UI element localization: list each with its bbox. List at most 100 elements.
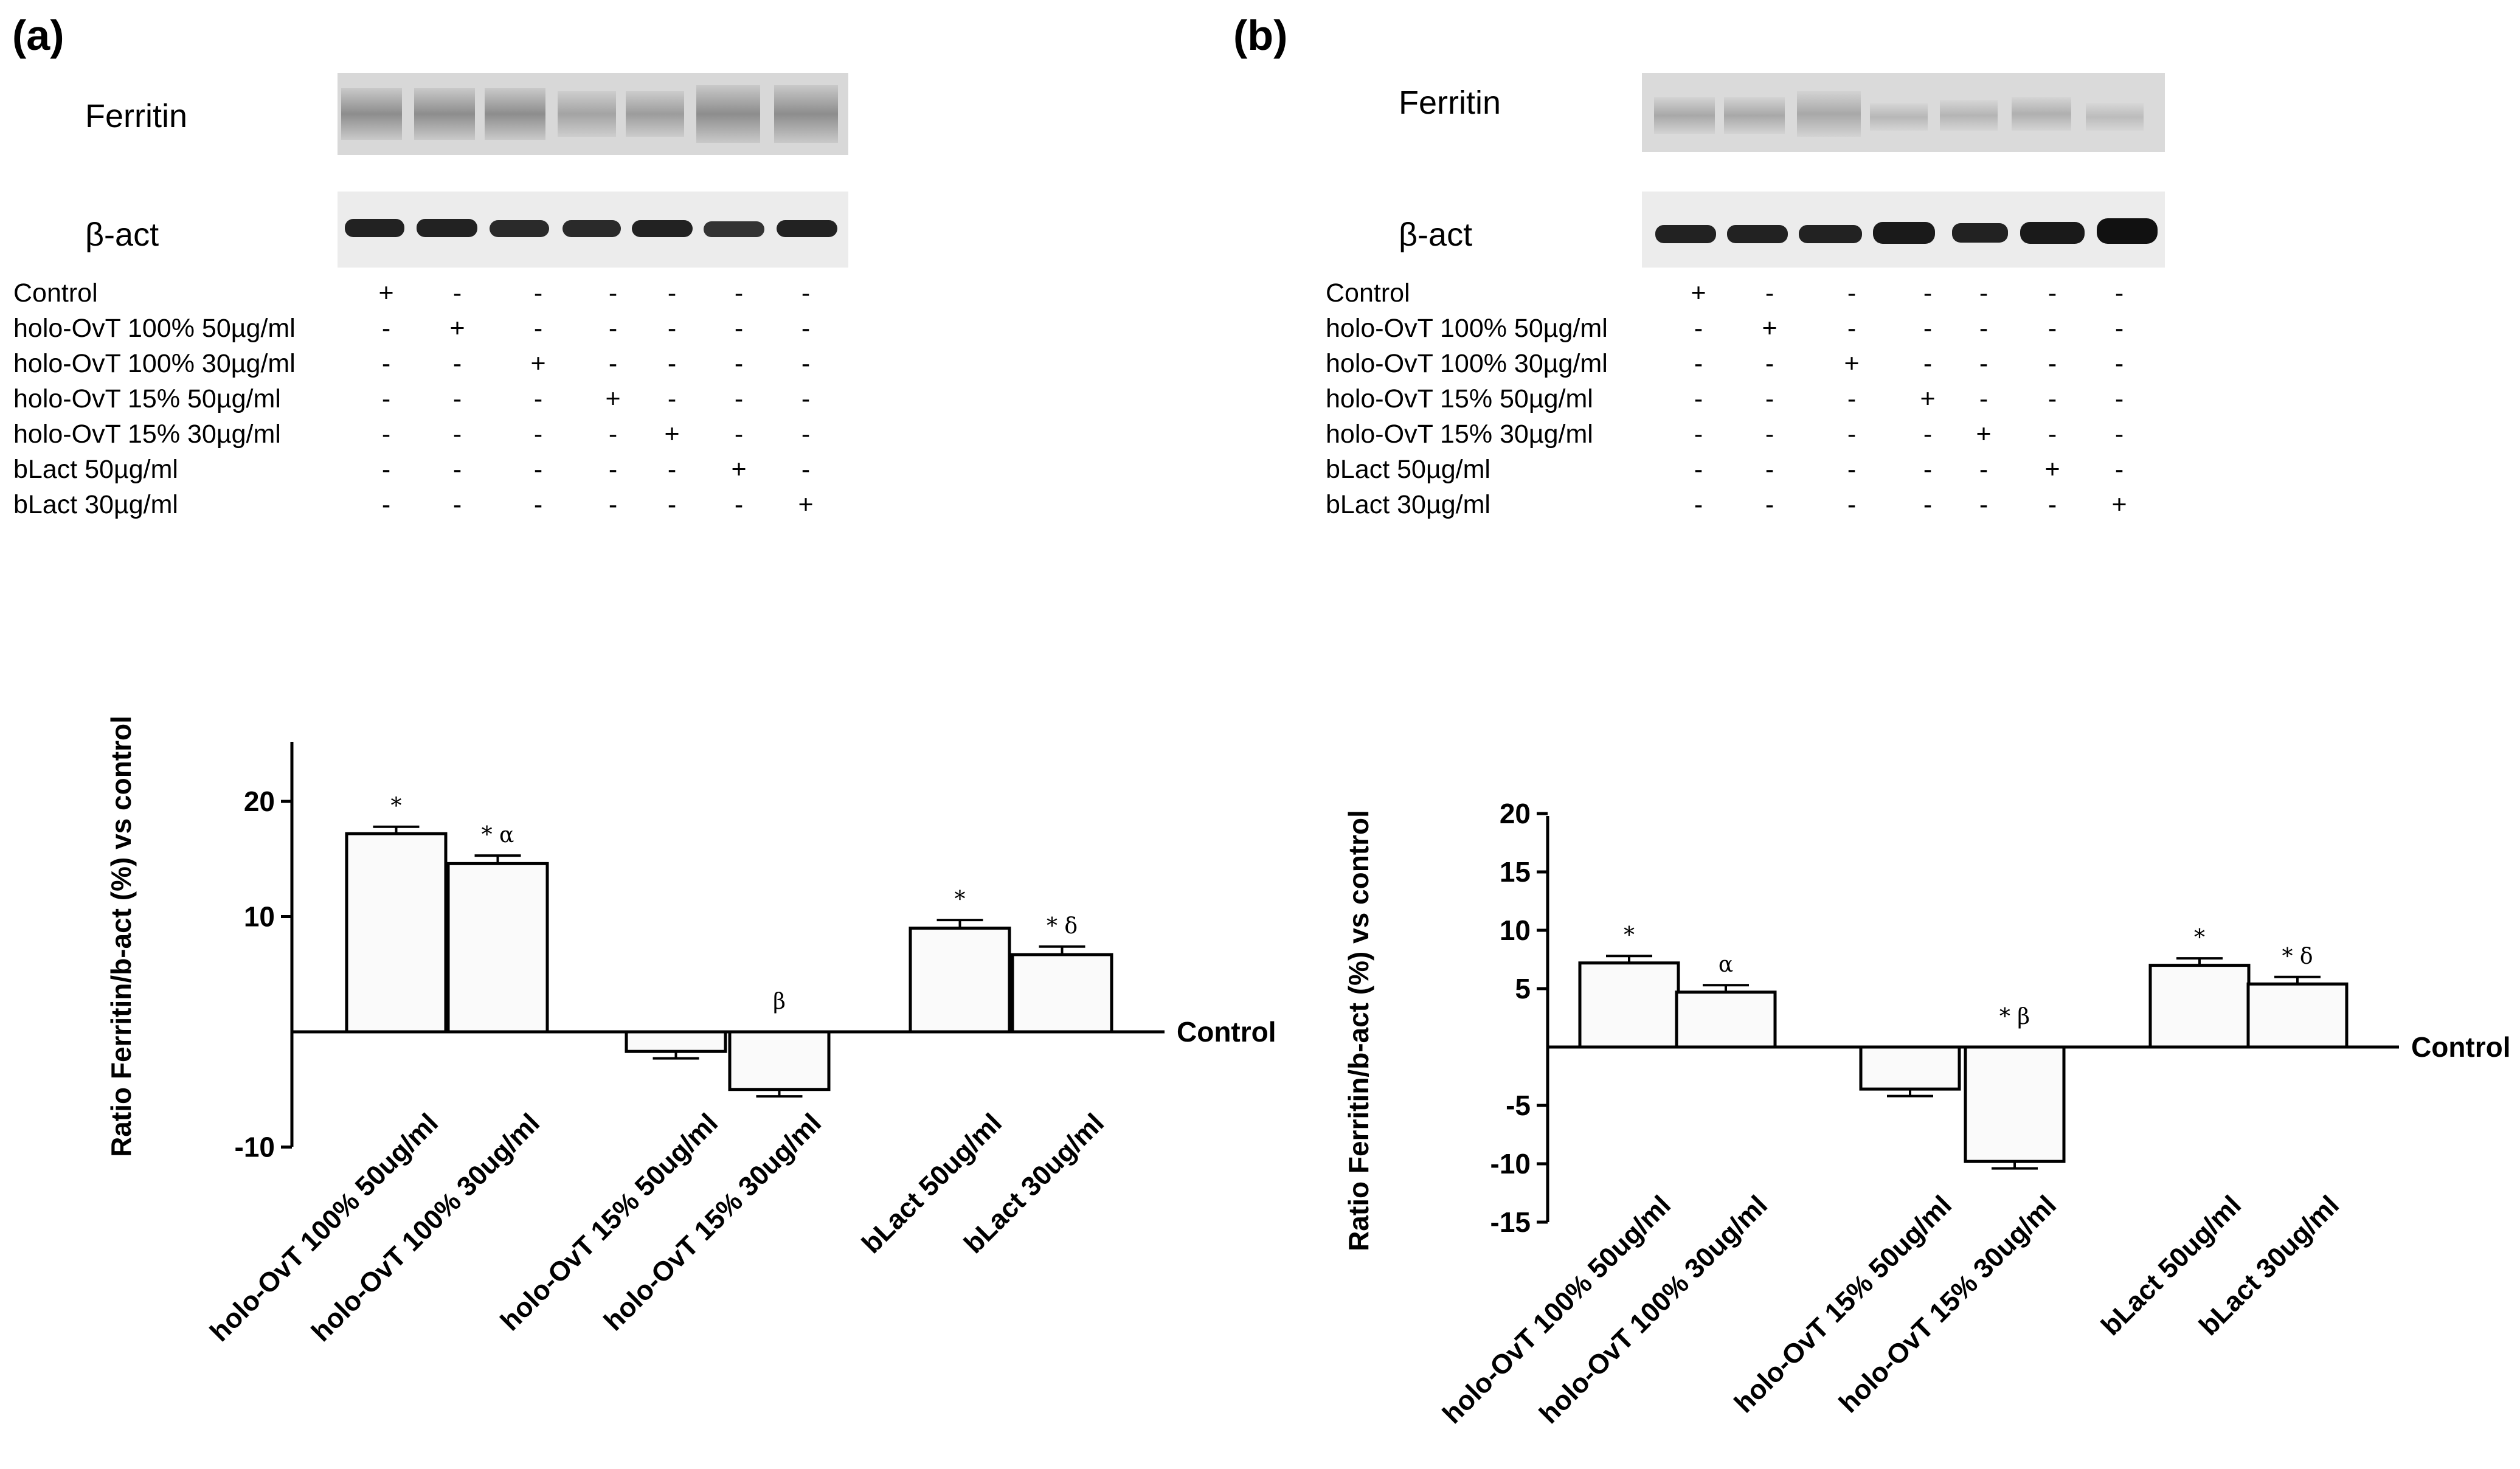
treatment-sign: - [452,278,462,308]
treatment-sign: + [605,384,621,413]
treatment-sign: - [1765,420,1774,449]
treatment-sign: - [1694,349,1703,378]
significance-label: * β [1999,1004,2030,1029]
treatment-sign: - [1923,420,1933,449]
treatment-sign: + [1762,314,1778,343]
category-label: holo-OvT 15% 30ug/ml [1833,1189,2062,1419]
panel-label-a: (a) [12,12,64,59]
treatment-label: bLact 50µg/ml [1326,455,1490,484]
actin-label: β-act [1399,216,1473,253]
treatment-sign: - [1765,278,1774,308]
category-label: holo-OvT 15% 50ug/ml [1728,1189,1958,1419]
treatment-label: holo-OvT 100% 30µg/ml [1326,349,1608,378]
treatment-sign: + [1691,278,1706,308]
ferritin-blot-image [1642,73,2165,152]
treatment-label: bLact 30µg/ml [1326,490,1490,519]
treatment-sign: - [2114,349,2124,378]
treatment-sign: - [1847,384,1857,413]
significance-label: α [1719,952,1733,977]
treatment-sign: - [1979,278,1989,308]
actin-blot-image [1642,192,2165,268]
bar [446,862,549,1034]
treatment-sign: - [2048,490,2057,519]
significance-label: * [391,794,402,819]
treatment-sign: - [381,314,391,343]
significance-label: * δ [1047,914,1078,939]
treatment-sign: - [2048,314,2057,343]
ferritin-label: Ferritin [1399,85,1501,121]
treatment-sign: + [731,455,747,484]
treatment-sign: + [2111,490,2127,519]
treatment-sign: - [608,490,618,519]
treatment-sign: - [2114,314,2124,343]
treatment-label: Control [13,278,98,308]
treatment-label: Control [1326,278,1410,308]
treatment-sign: - [533,420,543,449]
treatment-sign: - [608,314,618,343]
treatment-sign: - [667,278,677,308]
treatment-label: holo-OvT 100% 30µg/ml [13,349,296,378]
treatment-sign: - [801,455,811,484]
treatment-sign: + [378,278,394,308]
significance-label: * [955,887,966,912]
treatment-label: holo-OvT 15% 50µg/ml [13,384,281,413]
treatment-sign: - [1765,384,1774,413]
treatment-sign: - [1923,278,1933,308]
treatment-sign: - [2114,278,2124,308]
y-tick-label: -10 [235,1132,275,1163]
treatment-sign: - [1694,314,1703,343]
bar [1675,990,1777,1049]
treatment-sign: - [667,490,677,519]
treatment-sign: - [452,455,462,484]
y-tick-label: 5 [1515,973,1531,1004]
treatment-sign: - [2114,420,2124,449]
treatment-sign: - [734,384,744,413]
treatment-sign: - [608,420,618,449]
treatment-sign: + [530,349,546,378]
bar [1859,1045,1961,1091]
treatment-sign: - [1923,314,1933,343]
y-tick-label: 15 [1500,856,1531,888]
treatment-sign: + [1976,420,1992,449]
treatment-sign: - [801,420,811,449]
treatment-sign: - [381,455,391,484]
treatment-sign: - [533,455,543,484]
treatment-sign: - [1765,455,1774,484]
treatment-sign: - [1847,314,1857,343]
treatment-sign: - [608,278,618,308]
treatment-sign: - [1694,420,1703,449]
treatment-sign: - [1847,490,1857,519]
treatment-sign: - [2048,349,2057,378]
treatment-sign: - [667,314,677,343]
treatment-sign: - [1847,455,1857,484]
treatment-sign: - [2114,455,2124,484]
treatment-sign: - [1979,314,1989,343]
treatment-sign: - [1923,490,1933,519]
treatment-label: bLact 30µg/ml [13,490,178,519]
treatment-sign: - [734,314,744,343]
bar [909,926,1011,1034]
treatment-label: bLact 50µg/ml [13,455,178,484]
y-axis-title: Ratio Ferritin/b-act (%) vs control [1343,810,1374,1251]
actin-label: β-act [85,216,159,253]
treatment-sign: - [381,349,391,378]
bar [625,1030,727,1053]
treatment-sign: - [734,349,744,378]
treatment-label: holo-OvT 15% 50µg/ml [1326,384,1593,413]
baseline-label: Control [2411,1031,2511,1063]
treatment-sign: - [1979,349,1989,378]
significance-label: * [2194,925,2205,950]
treatment-sign: - [801,278,811,308]
panel-label-b: (b) [1233,12,1288,59]
baseline-label: Control [1177,1016,1276,1048]
bar [1578,961,1680,1049]
y-tick-label: -5 [1506,1090,1531,1121]
treatment-sign: - [1847,278,1857,308]
treatment-sign: - [381,420,391,449]
treatment-sign: - [1923,455,1933,484]
y-tick-label: 20 [1500,798,1531,829]
treatment-sign: - [2048,420,2057,449]
treatment-sign: - [1765,490,1774,519]
treatment-label: holo-OvT 100% 50µg/ml [1326,314,1608,343]
treatment-sign: - [1923,349,1933,378]
